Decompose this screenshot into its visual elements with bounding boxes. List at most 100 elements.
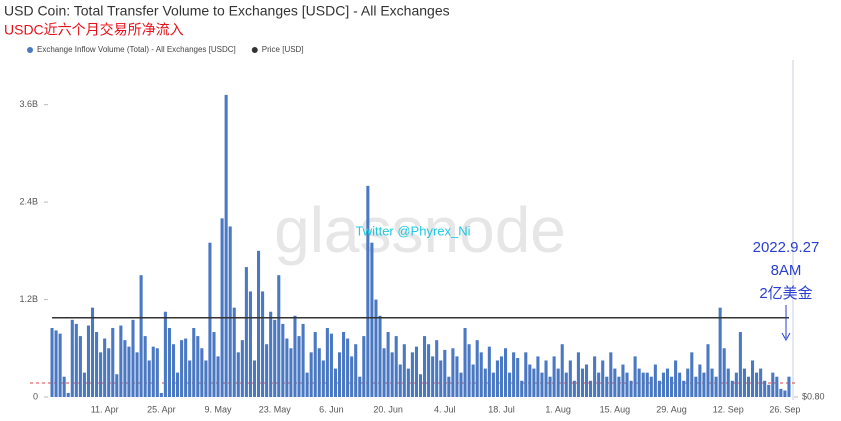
bar bbox=[750, 360, 755, 397]
bar bbox=[196, 336, 200, 397]
bar bbox=[366, 185, 370, 397]
bar bbox=[208, 242, 212, 397]
x-tick-label: 11. Apr bbox=[91, 404, 119, 414]
bar bbox=[261, 291, 265, 397]
bar bbox=[265, 344, 269, 397]
bar bbox=[483, 368, 487, 397]
bar bbox=[702, 372, 706, 397]
legend-swatch bbox=[251, 47, 258, 53]
bar bbox=[62, 376, 66, 397]
bar bbox=[580, 368, 585, 397]
bar bbox=[54, 330, 58, 397]
bar bbox=[524, 352, 528, 397]
bar bbox=[313, 332, 317, 397]
bar bbox=[82, 372, 86, 397]
bar bbox=[491, 372, 495, 397]
bar bbox=[90, 307, 95, 397]
bar bbox=[576, 352, 580, 397]
bar bbox=[171, 344, 176, 397]
bar bbox=[180, 340, 184, 397]
bar bbox=[451, 348, 455, 397]
bar bbox=[131, 319, 135, 397]
x-tick-label: 29. Aug bbox=[656, 404, 687, 414]
bar bbox=[123, 340, 127, 397]
bar bbox=[528, 364, 532, 397]
annotation: 8AM bbox=[771, 262, 802, 279]
bar bbox=[734, 372, 738, 397]
bar bbox=[584, 364, 589, 397]
legend-label: Price [USD] bbox=[262, 45, 304, 54]
x-tick-label: 12. Sep bbox=[713, 404, 744, 414]
bar bbox=[269, 311, 273, 397]
x-tick-label: 4. Jul bbox=[434, 404, 456, 414]
x-tick-label: 6. Jun bbox=[319, 404, 344, 414]
y-tick-label: 0 bbox=[33, 391, 38, 401]
bar bbox=[220, 218, 224, 397]
bar bbox=[224, 94, 228, 397]
bar bbox=[706, 344, 710, 397]
bar bbox=[755, 372, 759, 397]
bar bbox=[649, 376, 653, 397]
bar bbox=[297, 336, 301, 397]
annotation: 2亿美金 bbox=[759, 285, 812, 302]
bar bbox=[176, 372, 180, 397]
bar bbox=[273, 319, 277, 397]
bar bbox=[192, 327, 196, 397]
bar bbox=[410, 352, 414, 397]
y-tick-label: 3.6B bbox=[19, 99, 38, 109]
bar bbox=[718, 307, 722, 397]
y-tick-label: 1.2B bbox=[19, 294, 38, 304]
bar bbox=[66, 392, 70, 397]
bar bbox=[188, 360, 192, 397]
bar bbox=[58, 333, 62, 397]
bar bbox=[390, 352, 394, 397]
bar bbox=[690, 352, 694, 397]
bar bbox=[722, 348, 726, 397]
bar bbox=[277, 275, 281, 397]
bar bbox=[710, 368, 714, 397]
bar bbox=[293, 315, 297, 397]
bar bbox=[605, 376, 609, 397]
bar bbox=[184, 338, 188, 397]
bar bbox=[540, 372, 544, 397]
watermark: glassnode bbox=[274, 194, 566, 266]
bar bbox=[70, 319, 74, 397]
x-tick-label: 9. May bbox=[205, 404, 233, 414]
x-tick-label: 26. Sep bbox=[769, 404, 800, 414]
bar bbox=[394, 336, 398, 397]
bar bbox=[742, 368, 746, 397]
legend-swatch bbox=[27, 47, 33, 53]
bar bbox=[532, 368, 536, 397]
bar bbox=[787, 376, 791, 397]
bar bbox=[678, 372, 682, 397]
bar bbox=[329, 333, 333, 397]
bar bbox=[248, 291, 252, 397]
bar bbox=[621, 364, 625, 397]
bar bbox=[147, 360, 151, 397]
bar bbox=[86, 325, 91, 397]
bar bbox=[479, 352, 483, 397]
bar bbox=[463, 327, 467, 397]
bar bbox=[674, 360, 678, 397]
bar bbox=[633, 356, 637, 397]
bar bbox=[321, 360, 325, 397]
bar bbox=[597, 372, 601, 397]
bar bbox=[111, 327, 115, 397]
bar bbox=[99, 352, 103, 397]
bar bbox=[771, 372, 775, 397]
bar bbox=[281, 323, 285, 397]
bar bbox=[74, 323, 78, 397]
bar bbox=[487, 346, 491, 397]
bar bbox=[256, 250, 261, 397]
bar bbox=[775, 376, 779, 397]
x-tick-label: 20. Jun bbox=[373, 404, 403, 414]
bar bbox=[682, 380, 686, 397]
x-tick-label: 25. Apr bbox=[147, 404, 176, 414]
bar bbox=[163, 311, 167, 397]
bar bbox=[548, 376, 552, 397]
bar bbox=[143, 336, 147, 397]
bar bbox=[216, 356, 220, 397]
bar bbox=[520, 380, 524, 397]
bar bbox=[653, 364, 657, 397]
bar bbox=[414, 346, 418, 397]
